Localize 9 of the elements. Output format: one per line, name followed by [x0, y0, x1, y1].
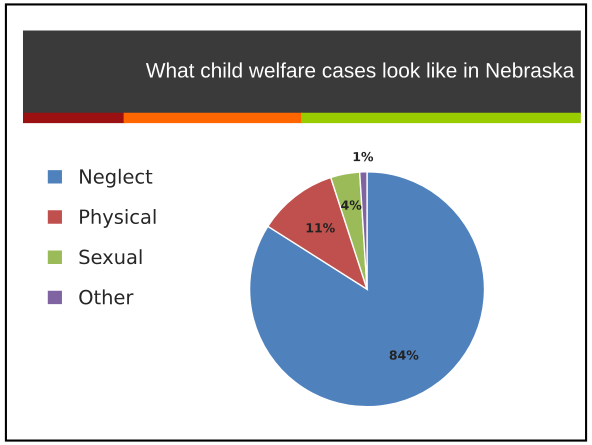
legend-label: Neglect	[80, 168, 152, 188]
chart-title: What child welfare cases look like in Nebraska	[146, 62, 574, 78]
legend-label: Physical	[80, 209, 156, 228]
legend-label: Other	[79, 289, 134, 304]
data-label: 84%	[390, 350, 418, 360]
legend-label: Sexual	[79, 249, 142, 264]
pie-slice	[248, 171, 486, 408]
data-label: 11%	[306, 223, 335, 233]
data-label: 1%	[354, 152, 374, 162]
